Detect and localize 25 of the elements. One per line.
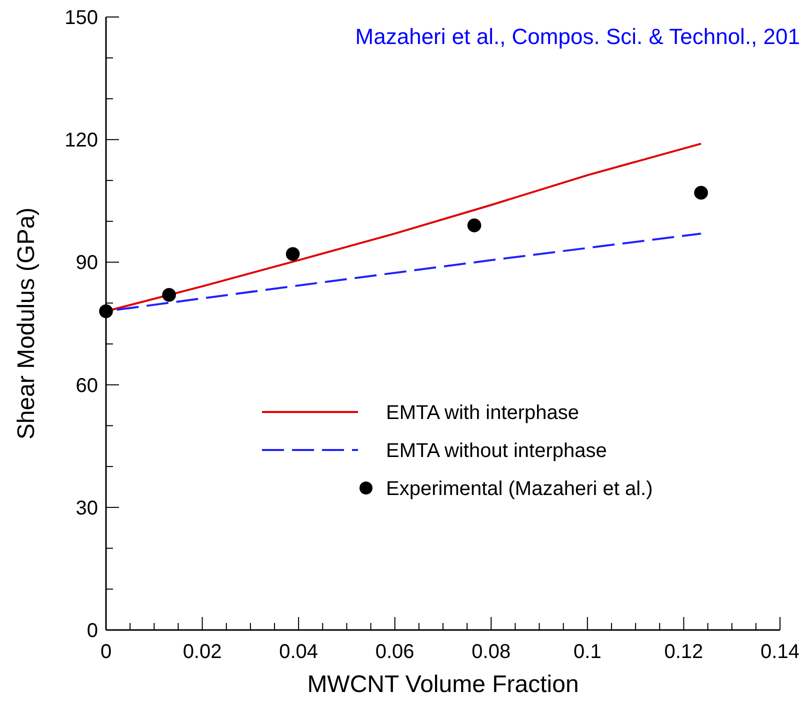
x-tick-label: 0.02 [182,641,222,663]
y-tick-label: 0 [86,620,98,642]
x-axis-title: MWCNT Volume Fraction [307,671,579,698]
point [286,247,300,261]
point [162,288,176,302]
x-tick-label: 0.12 [664,641,704,663]
x-tick-label: 0.04 [279,641,318,663]
y-tick-label: 60 [76,374,98,397]
y-tick-label: 120 [64,130,98,152]
y-axis-title: Shear Modulus (GPa) [13,207,40,440]
x-tick-label: 0.1 [574,641,602,663]
point [467,218,482,232]
legend-label: EMTA with interphase [386,402,580,424]
y-tick-label: 90 [76,252,98,274]
point [99,304,113,318]
annotation: Mazaheri et al., Compos. Sci. & Technol., 201 [355,24,800,49]
y-tick-label: 30 [76,497,98,520]
x-tick-label: 0.06 [375,641,414,663]
x-tick-label: 0.14 [760,641,800,663]
point [694,186,708,200]
x-tick-label: 0 [100,641,112,663]
legend-label: EMTA without interphase [386,440,607,462]
legend-label: Experimental (Mazaheri et al.) [386,478,653,500]
y-tick-label: 150 [64,7,98,29]
x-tick-label: 0.08 [472,641,511,663]
